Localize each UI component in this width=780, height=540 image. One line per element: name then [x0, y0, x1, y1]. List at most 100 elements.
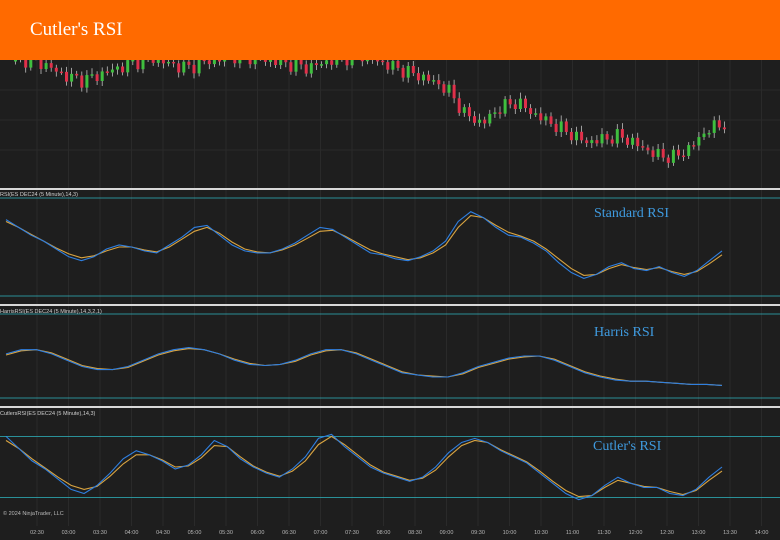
candle-body — [167, 61, 170, 64]
candle-body — [401, 67, 405, 78]
candle-body — [595, 140, 599, 144]
candle-body — [59, 71, 63, 74]
cutler-rsi-chart[interactable] — [0, 408, 780, 526]
candle-body — [503, 99, 507, 114]
candle-body — [524, 98, 527, 109]
rsi-line — [5, 211, 723, 279]
candle-body — [473, 116, 476, 123]
title-banner: Cutler's RSI — [0, 0, 780, 60]
candle-body — [314, 63, 318, 66]
candle-body — [156, 57, 160, 63]
panel-divider[interactable] — [0, 304, 780, 306]
standard-rsi-label: RSI(ES DEC24 (5 Minute),14,3) — [0, 192, 78, 198]
candle-body — [376, 59, 380, 62]
candle-body — [661, 148, 665, 158]
signal-line — [5, 435, 723, 498]
candle-body — [284, 58, 288, 63]
candle-body — [712, 120, 716, 133]
candle-body — [192, 64, 196, 74]
candle-body — [136, 59, 140, 70]
cutler-rsi-label: CutlersRSI(ES DEC24 (5 Minute),14,3) — [0, 411, 96, 417]
candle-body — [442, 84, 446, 93]
candle-body — [493, 112, 497, 114]
candle-body — [197, 59, 201, 74]
standard-rsi-panel[interactable]: RSI(ES DEC24 (5 Minute),14,3) Standard R… — [0, 190, 780, 304]
x-tick-label: 10:00 — [502, 530, 517, 536]
x-tick-label: 13:00 — [691, 530, 706, 536]
candle-body — [187, 61, 191, 65]
candle-body — [304, 64, 308, 74]
candle-body — [65, 71, 68, 82]
candle-body — [49, 63, 53, 68]
candle-body — [666, 157, 670, 163]
candle-body — [462, 107, 466, 113]
candle-body — [177, 63, 181, 73]
candle-body — [432, 80, 436, 82]
candle-body — [121, 66, 125, 73]
cutler-rsi-panel[interactable]: CutlersRSI(ES DEC24 (5 Minute),14,3) Cut… — [0, 408, 780, 526]
candle-body — [330, 60, 334, 65]
rsi-line — [5, 433, 723, 501]
candle-body — [580, 131, 584, 141]
panel-divider[interactable] — [0, 406, 780, 408]
candle-body — [411, 65, 415, 74]
x-tick-label: 09:00 — [439, 530, 454, 536]
x-tick-label: 08:00 — [376, 530, 391, 536]
candle-body — [396, 60, 400, 68]
candle-body — [452, 84, 456, 99]
candle-body — [488, 113, 492, 124]
candle-body — [615, 129, 619, 144]
x-tick-label: 08:30 — [408, 530, 422, 536]
candle-body — [677, 149, 680, 156]
cutler-rsi-annotation: Cutler's RSI — [593, 439, 662, 454]
candle-body — [131, 59, 135, 62]
panel-divider[interactable] — [0, 188, 780, 190]
candle-body — [697, 137, 701, 146]
candle-body — [161, 57, 165, 64]
candle-body — [447, 84, 451, 93]
candle-body — [605, 134, 609, 140]
x-tick-label: 03:30 — [93, 530, 107, 536]
candle-body — [620, 129, 624, 138]
standard-rsi-chart[interactable] — [0, 190, 780, 304]
candle-body — [29, 54, 33, 68]
candle-body — [549, 116, 553, 124]
candle-body — [422, 74, 425, 81]
candle-body — [294, 59, 298, 72]
candle-body — [437, 80, 441, 85]
x-tick-label: 05:00 — [187, 530, 202, 536]
candle-body — [279, 58, 283, 66]
candle-body — [534, 113, 538, 115]
candle-body — [39, 56, 43, 70]
candle-body — [483, 119, 487, 124]
x-tick-label: 04:00 — [124, 530, 139, 536]
candle-body — [95, 74, 99, 81]
candle-body — [707, 132, 711, 135]
candle-body — [207, 60, 211, 65]
candle-body — [518, 98, 522, 110]
harris-rsi-chart[interactable] — [0, 306, 780, 406]
candle-body — [692, 145, 696, 147]
candle-body — [54, 67, 58, 72]
candle-body — [656, 148, 660, 157]
candle-body — [539, 113, 543, 121]
candle-body — [309, 63, 313, 74]
x-tick-label: 13:30 — [723, 530, 737, 536]
x-tick-label: 11:00 — [565, 530, 580, 536]
candle-body — [90, 74, 94, 76]
x-tick-label: 05:30 — [219, 530, 233, 536]
candle-body — [325, 60, 329, 65]
x-tick-label: 02:30 — [30, 530, 44, 536]
candle-body — [269, 59, 272, 62]
candle-body — [70, 73, 74, 82]
candle-body — [182, 61, 186, 73]
candle-body — [75, 73, 79, 76]
signal-line — [5, 348, 723, 386]
candle-body — [682, 155, 686, 158]
candle-body — [641, 146, 645, 148]
candle-body — [564, 121, 568, 132]
x-tick-label: 07:30 — [345, 530, 359, 536]
harris-rsi-panel[interactable]: HarrisRSI(ES DEC24 (5 Minute),14,3,2,1) … — [0, 306, 780, 406]
candle-body — [498, 112, 502, 114]
candle-body — [406, 65, 410, 78]
